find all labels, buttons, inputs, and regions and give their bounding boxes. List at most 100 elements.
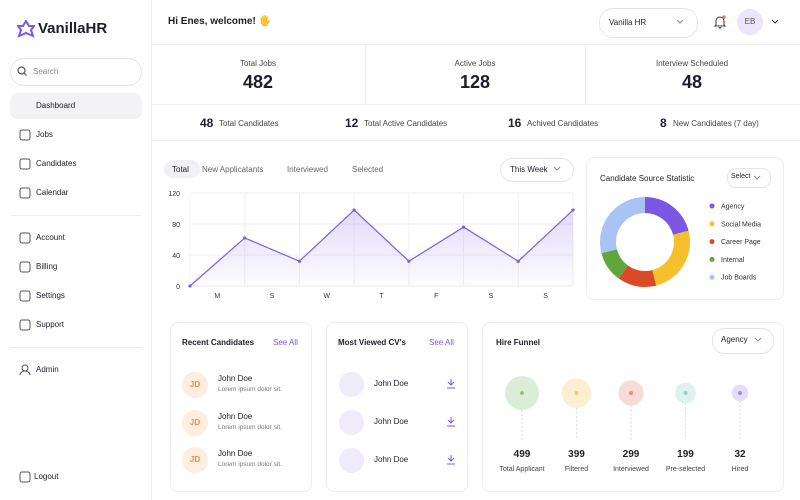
line-point xyxy=(243,236,247,240)
funnel-label: Total Applicant xyxy=(499,466,544,473)
filter: Select xyxy=(731,173,751,180)
nav-item[interactable]: Dashboard xyxy=(36,101,76,110)
cv-icon xyxy=(339,372,364,397)
candidate-avatar: JD xyxy=(182,409,208,436)
stat-value: 48 xyxy=(681,72,703,92)
x-tick-label: M xyxy=(214,293,220,300)
see-all[interactable]: See All xyxy=(273,338,298,347)
nav-item[interactable]: Support xyxy=(36,320,65,329)
summary-value: 16 xyxy=(508,116,522,130)
search-icon xyxy=(17,66,27,76)
line-point xyxy=(407,259,411,263)
funnel-label: Interviewed xyxy=(613,466,649,473)
see-all[interactable]: See All xyxy=(429,338,454,347)
legend-label: Career Page xyxy=(721,239,761,246)
summary-label: Total Active Candidates xyxy=(364,119,448,128)
tab[interactable]: New Applicatants xyxy=(202,165,264,174)
admin-icon xyxy=(21,364,29,372)
nav-icon xyxy=(19,290,31,302)
donut-slice xyxy=(652,230,690,286)
legend-dot xyxy=(709,274,715,280)
summary-label: Total Candidates xyxy=(219,119,279,128)
brand-logo xyxy=(17,20,35,38)
period: This Week xyxy=(510,165,548,174)
candidate-name: John Doe xyxy=(218,411,253,421)
search-box[interactable] xyxy=(10,58,142,86)
nav-item[interactable]: Candidates xyxy=(36,159,77,168)
nav-active-bg xyxy=(10,93,142,119)
chevron xyxy=(754,337,762,342)
workspace-select[interactable] xyxy=(599,8,698,38)
y-tick-label: 40 xyxy=(172,253,180,260)
stat-value: 128 xyxy=(459,72,491,92)
stats-divider xyxy=(585,45,586,104)
card-title: Candidate Source Statistic xyxy=(600,174,695,183)
candidate-note: Lorem ipsum dolor sit. xyxy=(218,423,282,431)
donut-slice xyxy=(600,197,645,254)
summary-value: 48 xyxy=(200,116,214,130)
stat-label: Active Jobs xyxy=(454,59,496,68)
funnel-label: Filtered xyxy=(565,466,588,473)
nav-item[interactable]: Billing xyxy=(36,262,58,271)
funnel-value: 499 xyxy=(514,449,531,460)
line xyxy=(189,209,574,287)
stat-label: Interview Scheduled xyxy=(655,59,729,68)
nav-item[interactable]: Settings xyxy=(36,291,65,300)
tab[interactable]: Total xyxy=(172,165,189,174)
cv-name: John Doe xyxy=(374,379,409,388)
y-tick-label: 0 xyxy=(176,284,180,291)
cv-name: John Doe xyxy=(374,417,409,426)
tab[interactable]: Interviewed xyxy=(287,165,328,174)
funnel-label: Pre-selected xyxy=(666,466,705,473)
summary-label: Achived Candidates xyxy=(527,119,599,128)
funnel-dot xyxy=(683,391,688,395)
nav-item[interactable]: Account xyxy=(36,233,65,242)
donut-slice xyxy=(601,249,628,279)
period-select[interactable] xyxy=(500,158,574,182)
nav-item[interactable]: Admin xyxy=(36,365,59,374)
chevron xyxy=(771,19,779,24)
line-point xyxy=(297,259,302,263)
filter-pill[interactable] xyxy=(712,328,774,354)
x-tick-label: S xyxy=(270,293,275,300)
avatar[interactable]: EB xyxy=(737,9,763,35)
legend-dot xyxy=(709,239,715,245)
funnel-dot xyxy=(629,391,633,395)
search-placeholder: Search xyxy=(33,67,59,76)
tab[interactable]: Selected xyxy=(352,165,384,174)
tab-active-bg xyxy=(164,160,200,178)
x-tick-label: S xyxy=(543,293,548,300)
line-point xyxy=(571,208,575,212)
legend-label: Social Media xyxy=(721,221,761,228)
nav-icon xyxy=(19,187,31,199)
stat-value: 482 xyxy=(242,72,274,92)
download-icon xyxy=(447,455,455,465)
summary-label: New Candidates (7 day) xyxy=(673,119,759,128)
nav-item[interactable]: Logout xyxy=(34,472,59,481)
funnel-card xyxy=(482,322,784,492)
x-tick-label: F xyxy=(434,293,438,300)
filter-pill[interactable] xyxy=(727,168,771,188)
line-point xyxy=(352,208,356,212)
funnel-dot xyxy=(574,391,579,395)
summary-value: 12 xyxy=(345,116,359,130)
card-title: Recent Candidates xyxy=(182,338,255,347)
funnel-dot xyxy=(520,391,524,395)
donut-slice xyxy=(618,265,657,287)
nav-item[interactable]: Calendar xyxy=(36,188,69,197)
y-tick-label: 80 xyxy=(172,222,180,229)
bell-icon[interactable] xyxy=(713,14,727,30)
legend-label: Internal xyxy=(721,257,745,264)
summary-value: 8 xyxy=(660,116,667,130)
cv-name: John Doe xyxy=(374,455,409,464)
candidate-avatar: JD xyxy=(182,372,208,398)
legend-label: Job Boards xyxy=(721,275,757,282)
candidate-note: Lorem ipsum dolor sit. xyxy=(218,461,282,468)
x-tick-label: W xyxy=(323,293,330,300)
nav-item[interactable]: Jobs xyxy=(36,130,53,139)
legend-label: Agency xyxy=(721,204,745,211)
legend-dot xyxy=(709,256,715,262)
legend-dot xyxy=(709,203,715,209)
brand-name: VanillaHR xyxy=(38,20,108,37)
